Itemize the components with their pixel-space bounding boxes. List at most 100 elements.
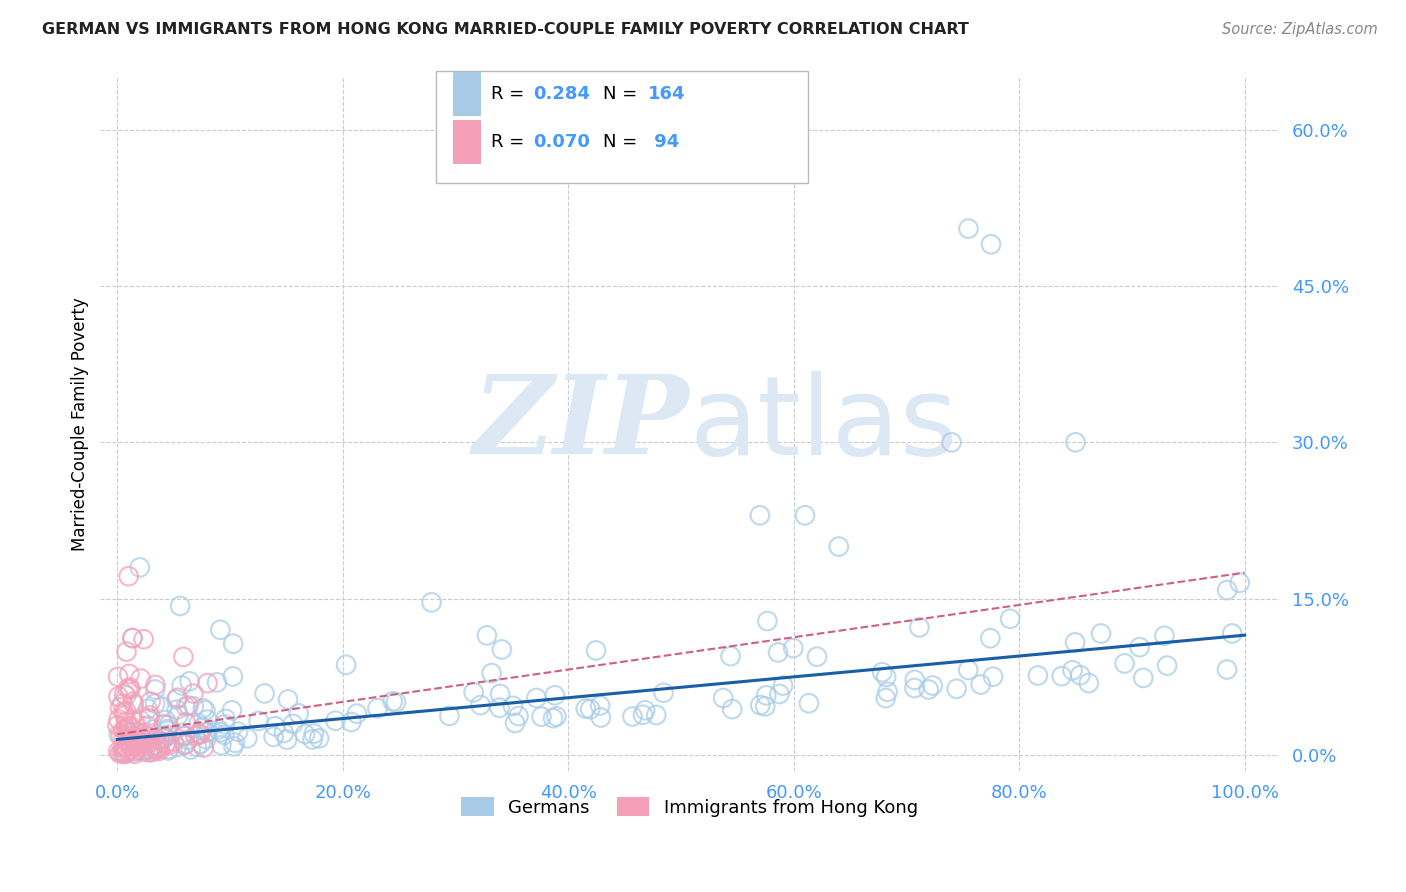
Point: [165, 692, 187, 706]
Point: [117, 725, 139, 739]
Point: [908, 620, 931, 634]
Point: [139, 742, 162, 756]
Point: [226, 724, 249, 739]
Point: [264, 719, 287, 733]
Text: N =: N =: [603, 133, 643, 151]
Text: 164: 164: [648, 85, 686, 103]
Point: [112, 740, 135, 755]
Point: [1156, 658, 1178, 673]
Point: [875, 670, 897, 684]
Point: [129, 736, 152, 750]
Point: [112, 747, 135, 761]
Point: [111, 697, 134, 711]
Point: [141, 723, 163, 737]
Point: [118, 732, 141, 747]
Point: [754, 699, 776, 714]
Point: [253, 686, 276, 700]
Point: [112, 687, 135, 701]
Point: [998, 612, 1021, 626]
Point: [195, 732, 218, 747]
Point: [420, 595, 443, 609]
Legend: Germans, Immigrants from Hong Kong: Germans, Immigrants from Hong Kong: [454, 790, 925, 824]
Y-axis label: Married-Couple Family Poverty: Married-Couple Family Poverty: [72, 297, 89, 551]
Point: [153, 731, 176, 745]
Point: [1216, 582, 1239, 597]
Point: [720, 649, 742, 664]
Point: [112, 723, 135, 737]
Point: [118, 719, 141, 733]
Point: [797, 696, 820, 710]
Point: [281, 717, 304, 731]
Text: atlas: atlas: [689, 370, 957, 477]
Point: [721, 702, 744, 716]
Point: [121, 631, 143, 645]
Point: [1064, 635, 1087, 649]
Text: N =: N =: [603, 85, 643, 103]
Point: [1064, 435, 1087, 450]
Point: [294, 727, 316, 741]
Point: [141, 745, 163, 759]
Point: [187, 716, 209, 731]
Point: [170, 678, 193, 692]
Point: [167, 707, 190, 722]
Point: [136, 702, 159, 716]
Point: [139, 740, 162, 755]
Point: [172, 729, 194, 743]
Point: [112, 705, 135, 719]
Point: [138, 745, 160, 759]
Point: [1026, 668, 1049, 682]
Text: ZIP: ZIP: [472, 370, 689, 478]
Point: [585, 643, 607, 657]
Point: [190, 737, 212, 751]
Point: [145, 678, 167, 692]
Point: [904, 673, 927, 687]
Point: [108, 747, 131, 761]
Point: [222, 669, 245, 683]
Point: [772, 679, 794, 693]
Point: [174, 715, 197, 730]
Point: [385, 695, 408, 709]
Point: [589, 710, 612, 724]
Point: [118, 733, 141, 747]
Point: [782, 641, 804, 656]
Point: [631, 707, 654, 722]
Point: [118, 667, 141, 681]
Point: [1229, 575, 1251, 590]
Point: [301, 732, 323, 747]
Point: [276, 732, 298, 747]
Point: [340, 714, 363, 729]
Text: R =: R =: [491, 133, 530, 151]
Point: [128, 560, 150, 574]
Point: [524, 691, 547, 706]
Point: [112, 723, 135, 737]
Point: [749, 698, 772, 713]
Point: [247, 714, 270, 728]
Point: [488, 700, 510, 714]
Point: [174, 699, 197, 714]
Point: [150, 699, 173, 714]
Point: [145, 741, 167, 756]
Point: [470, 698, 492, 712]
Point: [107, 712, 129, 726]
Point: [308, 731, 330, 746]
Point: [325, 714, 347, 728]
Point: [152, 731, 174, 746]
Point: [957, 663, 980, 677]
Point: [155, 736, 177, 750]
Point: [1062, 663, 1084, 677]
Point: [118, 743, 141, 757]
Point: [110, 729, 132, 743]
Point: [156, 723, 179, 738]
Point: [1114, 657, 1136, 671]
Point: [115, 747, 138, 761]
Point: [118, 735, 141, 749]
Point: [194, 703, 217, 717]
Point: [118, 719, 141, 733]
Point: [118, 738, 141, 752]
Point: [124, 747, 146, 761]
Point: [870, 665, 893, 680]
Point: [146, 739, 169, 753]
Point: [132, 632, 155, 647]
Point: [131, 743, 153, 757]
Point: [530, 709, 553, 723]
